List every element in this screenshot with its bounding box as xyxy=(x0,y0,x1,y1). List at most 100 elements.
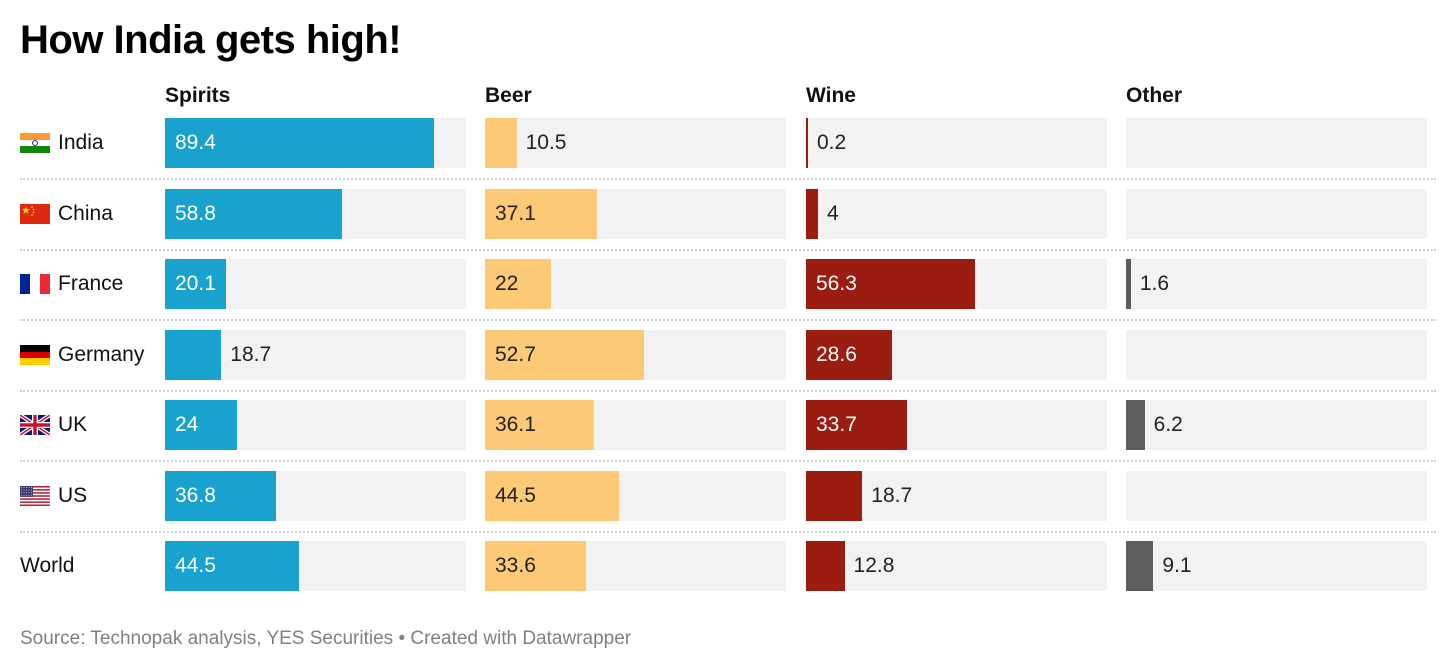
bar xyxy=(165,259,226,309)
data-label: 6.2 xyxy=(1153,413,1183,436)
category-label-text: Germany xyxy=(58,342,145,366)
data-label: 36.1 xyxy=(495,413,536,436)
data-label: 33.6 xyxy=(495,554,536,577)
uk-flag-icon xyxy=(18,413,52,437)
bar-track: 22 xyxy=(485,259,786,309)
bar-track xyxy=(1126,329,1427,380)
bar-track: 37.1 xyxy=(485,188,786,239)
bar-track xyxy=(1126,188,1427,239)
row-divider xyxy=(20,460,1436,462)
category-label: UK xyxy=(18,400,88,450)
data-label: 44.5 xyxy=(175,554,216,577)
data-label: 4 xyxy=(827,201,839,225)
data-label: 22 xyxy=(495,272,519,295)
bar xyxy=(806,400,908,450)
bar xyxy=(806,259,976,309)
bar xyxy=(1126,400,1145,450)
category-label-text: US xyxy=(58,483,88,507)
bar-track: 89.4 xyxy=(165,118,466,168)
category-label-text: France xyxy=(58,272,124,295)
data-label: 10.5 xyxy=(525,131,567,154)
category-label: World xyxy=(20,541,74,591)
data-label: 0.2 xyxy=(817,131,847,154)
us-flag-icon xyxy=(20,485,50,506)
chart-row: India 89.4 10.5 0.2 xyxy=(0,118,1456,168)
category-label: US xyxy=(20,471,87,521)
row-divider xyxy=(20,319,1436,321)
chart-row: China 58.8 37.1 4 xyxy=(0,188,1456,239)
bar xyxy=(165,400,238,450)
bar-track: 4 xyxy=(806,188,1107,239)
bar xyxy=(806,470,863,521)
category-label: France xyxy=(20,259,123,309)
data-label: 58.8 xyxy=(175,201,216,225)
bar xyxy=(1126,259,1131,309)
bar-track: 18.7 xyxy=(165,329,466,380)
chart-row: UK 24 36.1 33.7 6.2 xyxy=(0,400,1456,450)
bar xyxy=(485,400,594,450)
data-label: 52.7 xyxy=(495,342,536,366)
chart-row: World 44.5 33.6 12.8 9.1 xyxy=(0,541,1456,591)
data-label: 89.4 xyxy=(175,131,216,154)
bar-track: 10.5 xyxy=(485,118,786,168)
data-label: 37.1 xyxy=(495,201,536,225)
china-flag-icon xyxy=(20,203,50,224)
data-label: 18.7 xyxy=(230,342,272,366)
data-label: 1.6 xyxy=(1139,272,1170,295)
bar xyxy=(806,188,819,239)
bar xyxy=(165,470,276,521)
category-label-text: UK xyxy=(58,413,88,436)
bar-track: 1.6 xyxy=(1126,259,1427,309)
bar xyxy=(485,329,644,380)
bar-track xyxy=(1126,470,1427,521)
bar xyxy=(806,118,808,168)
column-header-wine: Wine xyxy=(806,84,856,107)
bar-track: 18.7 xyxy=(806,470,1107,521)
category-label: China xyxy=(20,189,113,239)
bar xyxy=(485,118,517,168)
chart-title: How India gets high! xyxy=(20,18,402,62)
bar-track: 36.8 xyxy=(165,470,466,521)
bar-track: 58.8 xyxy=(165,188,466,239)
data-label: 56.3 xyxy=(816,272,857,295)
data-label: 9.1 xyxy=(1162,554,1192,577)
bar xyxy=(1126,541,1154,591)
bar xyxy=(165,541,299,591)
row-divider xyxy=(20,178,1436,180)
chart-row: Germany 18.7 52.7 28.6 xyxy=(0,329,1456,380)
category-label-text: India xyxy=(58,131,104,154)
data-label: 36.8 xyxy=(175,483,216,507)
bar xyxy=(485,470,619,521)
bar-track: 36.1 xyxy=(485,400,786,450)
data-label: 33.7 xyxy=(816,413,857,436)
bar xyxy=(485,259,552,309)
row-divider xyxy=(20,248,1436,251)
row-divider xyxy=(20,530,1436,533)
bar-track: 24 xyxy=(165,400,466,450)
row-divider xyxy=(20,389,1436,392)
bar-track: 12.8 xyxy=(806,541,1107,591)
data-label: 44.5 xyxy=(495,483,536,507)
bar xyxy=(485,541,587,591)
column-header-beer: Beer xyxy=(485,84,532,107)
bar-track: 56.3 xyxy=(806,259,1107,309)
bar-track: 6.2 xyxy=(1126,400,1427,450)
data-label: 18.7 xyxy=(871,483,913,507)
bar xyxy=(165,188,342,239)
category-label-text: China xyxy=(58,201,113,225)
bar-track: 33.6 xyxy=(485,541,786,591)
bar-track: 52.7 xyxy=(485,329,786,380)
category-label-text: World xyxy=(20,554,75,577)
bar-track: 9.1 xyxy=(1126,541,1427,591)
bar xyxy=(165,118,435,168)
bar-track: 0.2 xyxy=(806,118,1107,168)
category-label: Germany xyxy=(20,330,144,380)
bar-track: 44.5 xyxy=(485,470,786,521)
data-label: 24 xyxy=(175,413,199,436)
bar xyxy=(165,329,222,380)
bar-track: 28.6 xyxy=(806,329,1107,380)
column-header-spirits: Spirits xyxy=(165,84,231,107)
column-header-other: Other xyxy=(1126,84,1183,107)
data-label: 28.6 xyxy=(816,342,857,366)
bar-track xyxy=(1126,118,1427,168)
